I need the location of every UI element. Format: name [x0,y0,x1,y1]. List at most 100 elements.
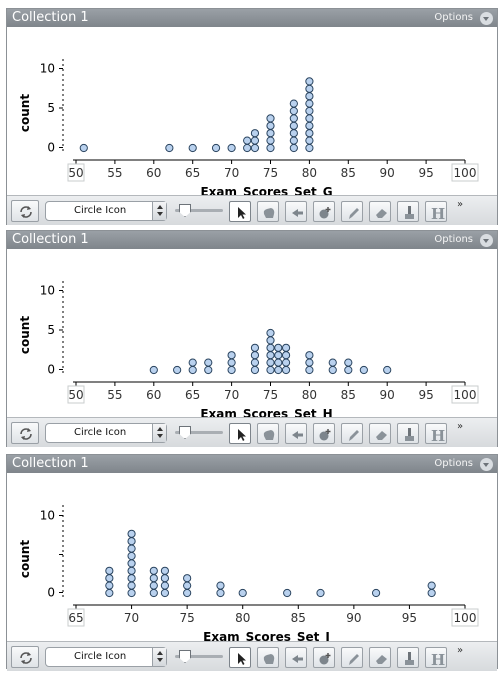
data-point[interactable] [266,328,275,338]
data-point[interactable] [165,143,174,153]
data-point[interactable] [305,129,314,138]
data-point[interactable] [427,581,436,590]
data-point[interactable] [149,588,158,598]
draw-tool-button[interactable] [341,201,363,222]
data-point[interactable] [173,365,182,375]
data-point[interactable] [289,129,298,138]
data-point[interactable] [127,566,136,575]
data-point[interactable] [160,581,170,590]
data-point[interactable] [289,143,298,153]
select-arrows-icon[interactable] [152,424,166,442]
data-point[interactable] [305,143,314,153]
data-point[interactable] [281,351,291,360]
icon-shape-select[interactable]: Circle Icon [45,647,167,667]
data-point[interactable] [227,351,236,360]
x-min-edit-box[interactable] [67,163,85,182]
more-tools-icon[interactable]: » [457,421,464,432]
data-point[interactable] [266,114,275,123]
data-point[interactable] [274,358,283,367]
data-point[interactable] [149,581,158,590]
options-menu-label[interactable]: Options [434,12,473,23]
data-point[interactable] [427,588,436,598]
data-point[interactable] [204,358,213,367]
data-point[interactable] [160,588,170,598]
data-point[interactable] [305,365,314,375]
data-point[interactable] [305,351,314,360]
data-point[interactable] [216,588,225,598]
rescale-button[interactable] [11,200,39,222]
data-point[interactable] [211,143,221,153]
data-point[interactable] [266,365,275,375]
data-point[interactable] [227,365,236,375]
data-point[interactable] [250,343,260,352]
data-point[interactable] [289,121,298,130]
hide-tool-button[interactable]: H [425,647,447,668]
shuffle-tool-button[interactable] [285,201,307,222]
data-point[interactable] [105,581,114,590]
data-point[interactable] [127,544,136,553]
draw-tool-button[interactable] [341,423,363,444]
data-point[interactable] [149,566,158,575]
hide-tool-button[interactable]: H [425,423,447,444]
data-point[interactable] [281,343,291,352]
data-point[interactable] [328,358,337,367]
options-dropdown-icon[interactable] [480,12,493,25]
x-max-edit-box[interactable] [451,608,479,627]
data-point[interactable] [238,588,247,598]
data-point[interactable] [105,574,114,583]
data-point[interactable] [305,114,314,123]
icon-shape-select[interactable]: Circle Icon [45,423,167,443]
add-tool-button[interactable] [313,423,335,444]
rescale-button[interactable] [11,422,39,444]
data-point[interactable] [227,143,236,153]
data-point[interactable] [160,574,170,583]
options-menu-label[interactable]: Options [434,234,473,245]
data-point[interactable] [281,358,291,367]
data-point[interactable] [266,358,275,367]
hide-tool-button[interactable]: H [425,201,447,222]
data-point[interactable] [266,343,275,352]
data-point[interactable] [127,581,136,590]
data-point[interactable] [274,343,283,352]
options-menu-label[interactable]: Options [434,458,473,469]
slider-thumb[interactable] [179,426,191,439]
data-point[interactable] [328,365,337,375]
data-point[interactable] [243,136,252,145]
data-point[interactable] [289,99,298,108]
data-point[interactable] [127,559,136,568]
data-point[interactable] [250,365,260,375]
data-point[interactable] [316,588,325,598]
data-point[interactable] [371,588,381,598]
point-size-slider[interactable] [175,204,223,218]
more-tools-icon[interactable]: » [457,645,464,656]
data-point[interactable] [283,588,292,598]
select-tool-button[interactable] [229,423,251,444]
options-dropdown-icon[interactable] [480,458,493,471]
data-point[interactable] [274,351,283,360]
draw-tool-button[interactable] [341,647,363,668]
data-point[interactable] [266,143,275,153]
data-point[interactable] [266,121,275,130]
paint-tool-button[interactable] [397,423,419,444]
x-min-edit-box[interactable] [67,608,85,627]
paint-tool-button[interactable] [397,201,419,222]
shuffle-tool-button[interactable] [285,423,307,444]
data-point[interactable] [188,143,197,153]
data-point[interactable] [227,358,236,367]
data-point[interactable] [127,588,136,598]
data-point[interactable] [127,551,136,561]
data-point[interactable] [289,114,298,123]
data-point[interactable] [127,537,136,546]
data-point[interactable] [305,99,314,108]
data-point[interactable] [281,365,291,375]
point-size-slider[interactable] [175,650,223,664]
data-point[interactable] [305,121,314,130]
add-tool-button[interactable] [313,201,335,222]
options-dropdown-icon[interactable] [480,234,493,247]
data-point[interactable] [183,588,192,598]
data-point[interactable] [204,365,213,375]
data-point[interactable] [188,365,197,375]
data-point[interactable] [305,84,314,93]
erase-tool-button[interactable] [369,201,391,222]
data-point[interactable] [274,365,283,375]
